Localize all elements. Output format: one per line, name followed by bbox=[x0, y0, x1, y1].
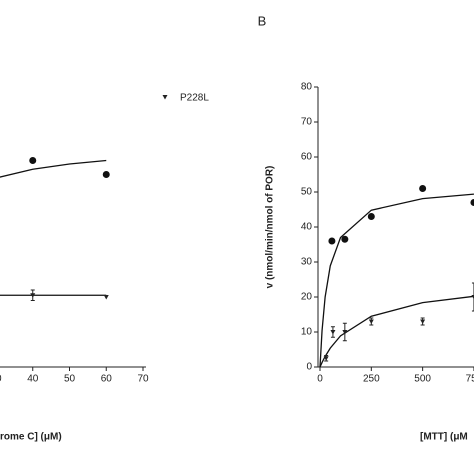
y-axis-label: v (nmol/min/nmol of POR) bbox=[265, 166, 276, 289]
point bbox=[29, 157, 37, 164]
y-tick-label: 0 bbox=[306, 362, 312, 373]
point bbox=[330, 330, 336, 335]
legend-label: P228L bbox=[180, 93, 209, 104]
point bbox=[368, 319, 374, 324]
y-tick-label: 70 bbox=[301, 117, 313, 128]
fit-curve bbox=[319, 193, 474, 368]
x-tick-label: 750 bbox=[466, 374, 474, 385]
legend-marker bbox=[162, 95, 168, 100]
point bbox=[420, 319, 426, 324]
chart: 0 250 500 750 0 10 20 30 40 50 60 70 80 Bv (nmol/min/… bbox=[258, 13, 474, 443]
x-tick-label: 500 bbox=[414, 374, 431, 385]
x-tick-label: 50 bbox=[64, 374, 76, 385]
x-tick-label: 30 bbox=[0, 374, 2, 385]
point bbox=[30, 293, 36, 298]
y-tick-label: 40 bbox=[301, 222, 313, 233]
point bbox=[367, 213, 375, 220]
chart: 30 40 50 60 70 rome C] (μM) P228L bbox=[0, 93, 209, 443]
x-axis-label: rome C] (μM) bbox=[0, 432, 62, 443]
x-tick-label: 40 bbox=[27, 374, 39, 385]
fit-curve bbox=[0, 159, 107, 178]
point bbox=[419, 185, 427, 192]
point bbox=[470, 199, 474, 206]
x-tick-label: 70 bbox=[137, 374, 149, 385]
point bbox=[103, 295, 109, 300]
point bbox=[328, 237, 336, 245]
y-tick-label: 60 bbox=[301, 152, 313, 163]
y-tick-label: 20 bbox=[301, 292, 313, 303]
point bbox=[341, 235, 349, 243]
point bbox=[471, 295, 474, 300]
x-tick-label: 0 bbox=[317, 374, 323, 385]
point bbox=[102, 171, 110, 178]
y-tick-label: 30 bbox=[301, 257, 313, 268]
y-tick-label: 80 bbox=[301, 82, 313, 93]
x-axis-label: [MTT] (μM bbox=[420, 432, 468, 443]
y-tick-label: 50 bbox=[301, 187, 313, 198]
chart-title: B bbox=[258, 13, 267, 28]
y-tick-label: 10 bbox=[301, 327, 313, 338]
point bbox=[342, 330, 348, 335]
point bbox=[323, 356, 329, 361]
fit-curve bbox=[319, 295, 474, 368]
x-tick-label: 250 bbox=[363, 374, 380, 385]
x-tick-label: 60 bbox=[101, 374, 113, 385]
